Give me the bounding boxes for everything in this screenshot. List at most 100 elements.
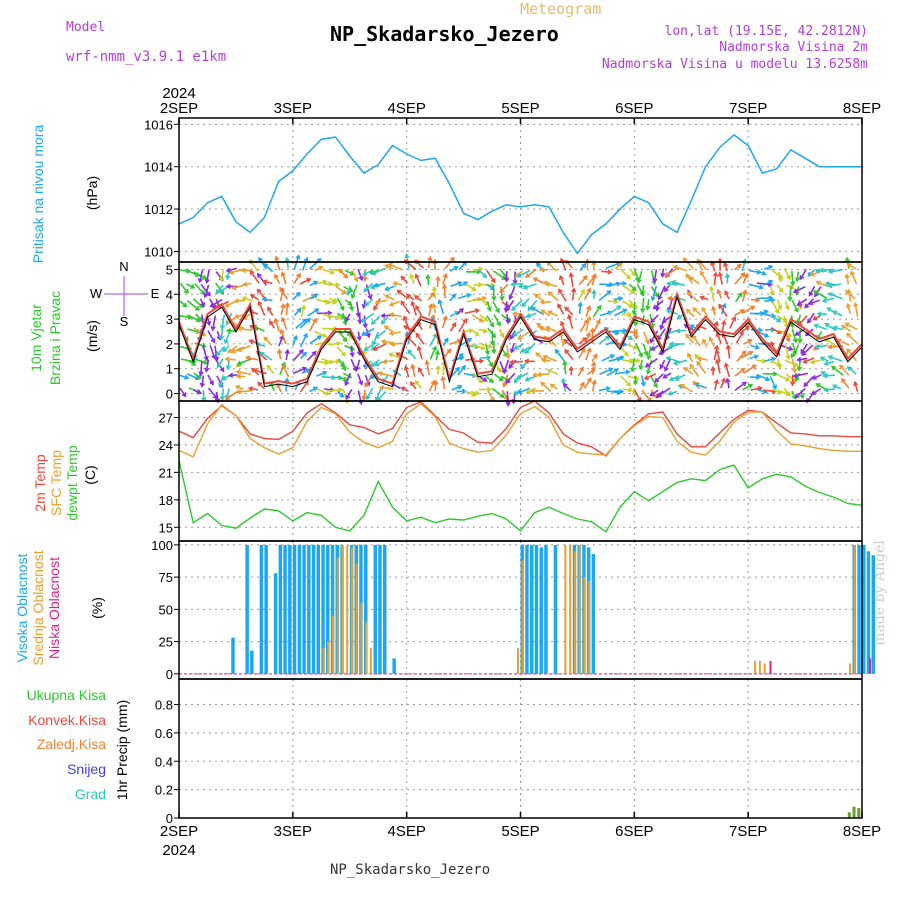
y-tick-label: 21 — [159, 465, 173, 480]
wind-arrow-head — [769, 290, 775, 297]
wind-arrow-head — [392, 281, 398, 287]
wind-arrow — [669, 375, 680, 381]
wind-arrow-head — [794, 393, 800, 399]
wind-arrow-head — [410, 363, 416, 369]
wind-arrow — [317, 312, 332, 315]
station-title: NP_Skadarsko_Jezero — [330, 22, 559, 46]
wind-arrow-head — [338, 387, 344, 393]
wind-arrow-head — [374, 299, 380, 305]
wind-arrow-head — [341, 351, 346, 357]
wind-arrow — [803, 357, 815, 363]
wind-arrow-head — [219, 276, 225, 283]
wind-arrow-head — [562, 360, 568, 366]
wind-arrow — [673, 265, 688, 272]
wind-arrow — [628, 299, 638, 310]
wind-arrow — [472, 267, 483, 272]
wind-arrow-head — [274, 273, 279, 279]
wind-arrow — [845, 290, 856, 300]
wind-arrow — [276, 383, 282, 393]
wind-arrow-head — [437, 298, 443, 305]
wind-arrow — [505, 300, 515, 312]
cloud-bar — [302, 544, 306, 674]
meteogram-label: Meteogram — [520, 0, 602, 18]
wind-arrow — [755, 310, 768, 316]
wind-arrow — [696, 361, 707, 374]
wind-arrow — [641, 389, 652, 402]
wind-arrow-head — [363, 287, 369, 293]
wind-arrow-head — [374, 333, 380, 339]
legend-grad: Grad — [74, 786, 106, 802]
cloud-bar — [322, 648, 325, 674]
cloud-bar — [360, 602, 363, 674]
wind-arrow-head — [586, 377, 592, 383]
wind-arrow-head — [540, 381, 546, 387]
y-tick-label: 15 — [159, 520, 173, 535]
wind-arrow — [221, 314, 226, 329]
wind-arrow — [375, 330, 386, 339]
wind-arrow-head — [267, 306, 272, 312]
wind-arrow-head — [453, 266, 459, 271]
wind-arrow-head — [312, 386, 319, 392]
wind-arrow — [772, 388, 782, 395]
wind-arrow-head — [774, 308, 780, 314]
wind-arrow-head — [488, 362, 494, 368]
wind-arrow-head — [194, 305, 200, 311]
wind-arrow-head — [747, 383, 754, 389]
wind-arrow — [591, 380, 596, 392]
wind-arrow — [800, 343, 808, 354]
wind-arrow — [845, 322, 858, 331]
cloud-bar — [573, 551, 576, 674]
wind-arrow — [545, 326, 557, 333]
wind-arrow-head — [358, 275, 364, 282]
wind-arrow-head — [715, 358, 721, 364]
legend-zaledj: Zaledj.Kisa — [36, 736, 106, 752]
wind-arrow — [237, 344, 251, 352]
wind-arrow — [253, 369, 267, 375]
wind-arrow-head — [301, 366, 308, 372]
wind-arrow — [627, 343, 638, 350]
wind-arrow-head — [216, 351, 221, 357]
wind-arrow — [336, 297, 345, 311]
wind-arrow-head — [443, 337, 449, 343]
wind-arrow-head — [590, 367, 597, 373]
wind-arrow-head — [425, 273, 431, 280]
wind-arrow — [506, 391, 510, 406]
wind-arrow — [464, 309, 479, 315]
day-label-top: 6SEP — [615, 100, 653, 117]
day-label-top: 4SEP — [387, 100, 425, 117]
wind-arrow — [207, 374, 214, 385]
wind-arrow-head — [692, 307, 698, 313]
wind-arrow-head — [505, 319, 511, 325]
wind-arrow-head — [210, 325, 216, 332]
wind-arrow-head — [625, 369, 631, 375]
wind-arrow — [426, 275, 430, 286]
wind-arrow-head — [685, 333, 691, 339]
wind-arrow — [486, 283, 495, 291]
wind-arrow-head — [499, 287, 505, 293]
wind-arrow-head — [344, 380, 350, 387]
wind-arrow — [639, 359, 643, 370]
wind-arrow-head — [711, 305, 717, 311]
wind-arrow-head — [694, 382, 700, 388]
wind-arrow-head — [364, 301, 370, 307]
wind-arrow-head — [799, 393, 805, 400]
wind-arrow-head — [509, 348, 515, 354]
wind-arrow — [361, 312, 375, 323]
wind-arrow-head — [653, 383, 658, 389]
wind-arrow-head — [661, 318, 667, 324]
wind-arrow-head — [665, 308, 672, 314]
wind-arrow — [179, 300, 187, 308]
wind-arrow — [344, 344, 355, 351]
compass-n: N — [119, 259, 128, 274]
wind-arrow — [186, 300, 200, 311]
wind-arrow-head — [284, 256, 290, 263]
wind-arrow-head — [256, 288, 262, 294]
wind-arrow — [227, 345, 238, 353]
wind-arrow — [202, 390, 205, 401]
wind-arrow-head — [415, 332, 421, 338]
wind-arrow — [750, 344, 759, 349]
wind-arrow — [791, 358, 796, 373]
wind-arrow-head — [765, 376, 771, 382]
wind-arrow-head — [353, 277, 359, 283]
wind-arrow-head — [663, 366, 669, 372]
